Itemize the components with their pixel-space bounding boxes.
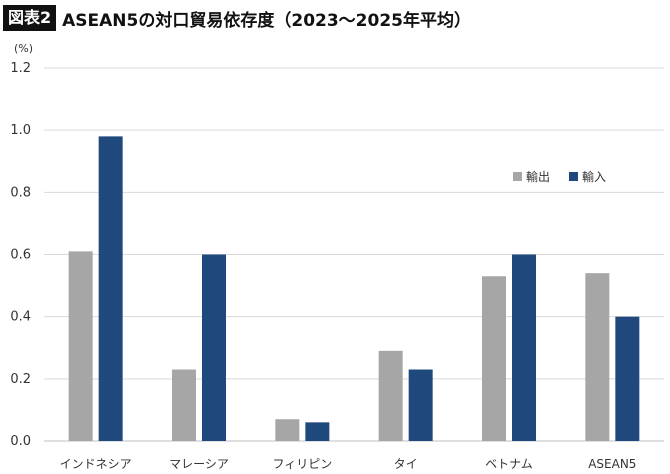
x-category-label: マレーシア [169,457,229,471]
y-tick-label: 0.2 [10,372,31,387]
legend-label: 輸入 [582,169,606,184]
legend-label: 輸出 [526,169,550,184]
y-unit-label: (%) [14,42,33,55]
bar-export [585,273,610,441]
bar-import [305,422,330,441]
x-category-label: ベトナム [485,457,533,471]
bar-export [482,276,506,441]
bar-export [378,350,403,441]
figure-header: 図表2 ASEAN5の対口貿易依存度（2023〜2025年平均） [3,4,471,32]
bar-import [202,254,226,441]
bar-import [615,316,640,441]
chart-title: ASEAN5の対口貿易依存度（2023〜2025年平均） [62,10,471,31]
bar-export [275,419,300,441]
legend-swatch [513,172,522,181]
bar-import [408,369,433,441]
y-tick-label: 1.0 [10,123,31,138]
y-tick-label: 0.6 [10,248,31,263]
y-tick-label: 1.2 [10,61,31,76]
y-tick-label: 0.8 [10,185,31,200]
y-tick-label: 0.4 [10,310,31,325]
y-tick-label: 0.0 [10,434,31,449]
bar-import [512,254,536,441]
x-category-label: タイ [394,457,418,471]
x-category-label: ASEAN5 [588,457,636,471]
x-category-label: フィリピン [272,457,332,471]
bar-export [68,251,93,441]
x-category-label: インドネシア [60,457,132,471]
figure-badge: 図表2 [3,5,57,31]
bar-import [98,136,123,441]
legend-swatch [569,172,578,181]
bar-export [172,369,196,441]
